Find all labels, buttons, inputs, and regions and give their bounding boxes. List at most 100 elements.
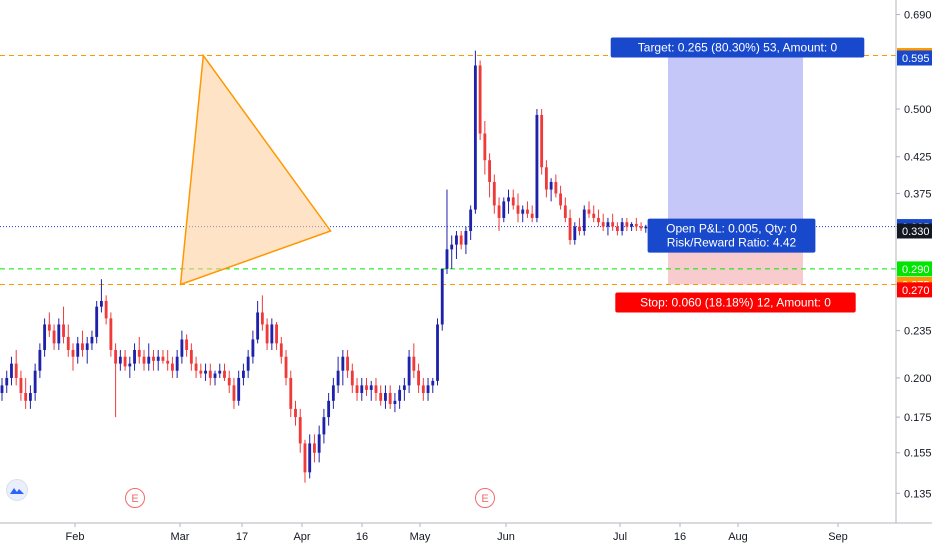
candle-body [625, 222, 629, 227]
candle-body [189, 349, 193, 364]
candle-body [265, 324, 269, 344]
candle-body [227, 377, 231, 386]
candle-body [488, 160, 492, 182]
candle-body [559, 193, 563, 206]
candle-body [123, 356, 127, 367]
candle-body [331, 385, 335, 401]
candle-body [549, 181, 553, 190]
candle-body [95, 306, 99, 337]
candle-body [365, 385, 368, 390]
candle-body [374, 385, 378, 393]
candle-body [62, 324, 65, 337]
pnl-label-text: Open P&L: 0.005, Qty: 0 [666, 222, 797, 236]
candle-body [170, 363, 174, 371]
x-tick-label: Mar [171, 531, 190, 543]
candle-body [341, 356, 345, 371]
candle-body [237, 377, 241, 401]
candle-body [436, 324, 439, 381]
candle-body [213, 373, 217, 378]
candle-body [232, 385, 236, 401]
candle-body [497, 205, 501, 218]
candle-body [133, 349, 136, 364]
time-scale-bg [0, 523, 932, 550]
candle-body [199, 370, 203, 374]
candle-body [147, 356, 151, 364]
candle-body [218, 370, 222, 374]
triangle-pattern [179, 53, 332, 286]
candle-body [355, 385, 359, 393]
candle-body [204, 370, 207, 374]
candle-body [346, 356, 349, 371]
candle-body [194, 363, 198, 371]
candle-body [464, 230, 468, 245]
price-badge-bg [897, 223, 932, 239]
candle-body [544, 167, 548, 190]
candle-body [398, 389, 402, 401]
price-badge-label: 0.270 [902, 285, 930, 297]
candle-body [152, 356, 155, 361]
candle-body [455, 235, 458, 245]
candle-body [38, 349, 42, 371]
candle-body [421, 385, 425, 393]
candle-body [573, 226, 577, 241]
candle-body [166, 360, 170, 364]
candle-body [156, 356, 160, 361]
candle-body [185, 339, 189, 350]
x-tick-label: Jun [497, 531, 515, 543]
candle-body [407, 356, 411, 386]
earnings-marker: E [125, 488, 145, 508]
y-tick-label: 0.235 [904, 326, 932, 338]
stop-label-text: Stop: 0.060 (18.18%) 12, Amount: 0 [640, 295, 831, 309]
candle-body [431, 380, 435, 386]
candle-body [294, 408, 297, 418]
candle-body [279, 343, 283, 357]
candle-body [71, 349, 75, 357]
candle-body [360, 385, 364, 393]
candle-body [10, 363, 13, 378]
candle-body [634, 223, 638, 227]
y-tick-label: 0.135 [904, 488, 932, 500]
candle-body [478, 65, 482, 134]
candle-body [47, 324, 51, 331]
candle-body [104, 300, 108, 319]
stop-label: Stop: 0.060 (18.18%) 12, Amount: 0 [615, 292, 856, 313]
candle-body [327, 400, 331, 418]
candle-body [587, 209, 591, 214]
candles [0, 50, 662, 483]
candle-body [469, 209, 473, 231]
candle-body [246, 356, 250, 371]
x-tick-label: Sep [828, 531, 848, 543]
tradingview-logo-icon[interactable] [6, 479, 28, 501]
candle-body [298, 417, 302, 444]
candle-body [284, 356, 288, 378]
y-tick-label: 0.155 [904, 448, 932, 460]
candle-body [578, 226, 581, 231]
candle-body [223, 370, 226, 378]
x-tick-label: May [410, 531, 431, 543]
candle-body [81, 343, 84, 350]
candle-body [317, 434, 321, 453]
y-tick-label: 0.200 [904, 373, 932, 385]
candle-body [450, 244, 454, 250]
candle-body [5, 377, 9, 386]
candle-body [379, 392, 383, 401]
candle-body [180, 339, 184, 357]
stop-label-bg [615, 292, 856, 313]
candle-body [175, 356, 179, 371]
candle-body [303, 443, 307, 473]
x-tick-label: Apr [293, 531, 310, 543]
candle-body [630, 223, 634, 227]
candle-body [620, 222, 624, 231]
candle-body [322, 417, 326, 435]
candle-body [137, 349, 141, 357]
price-badge-bg [897, 50, 932, 66]
candle-body [14, 363, 18, 378]
pnl-label-bg [647, 218, 816, 253]
candle-body [611, 222, 615, 227]
x-tick-label: 17 [236, 531, 248, 543]
candle-body [473, 65, 477, 210]
candle-body [85, 343, 89, 350]
